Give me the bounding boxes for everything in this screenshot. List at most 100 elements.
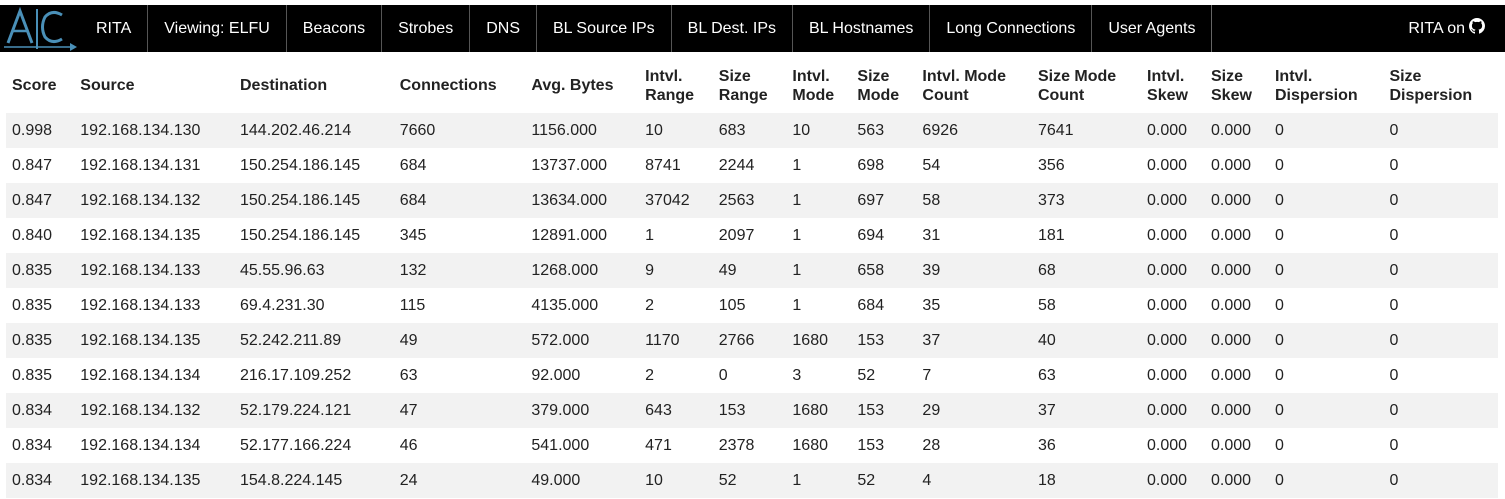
- table-cell: 12891.000: [531, 226, 608, 244]
- table-cell: 52: [857, 471, 876, 489]
- table-row: 0.835 192.168.134.133 45.55.96.63 132 1268.0…: [6, 253, 1498, 288]
- table-cell: 150.254.186.145: [240, 191, 361, 209]
- column-header-label: Avg. Bytes: [531, 77, 614, 94]
- table-cell: 10: [645, 121, 663, 139]
- table-cell: 1680: [792, 331, 828, 349]
- table-cell: 7660: [399, 121, 436, 139]
- nav-item-long-connections[interactable]: Long Connections: [930, 5, 1093, 52]
- column-header-label: Connections: [399, 77, 497, 94]
- table-cell: 0.000: [1211, 191, 1252, 209]
- table-cell: 192.168.134.135: [80, 226, 201, 244]
- table-cell: 7641: [1037, 121, 1074, 139]
- table-cell: 63: [1037, 366, 1056, 384]
- table-cell: 192.168.134.135: [80, 331, 201, 349]
- top-navbar: RITA Viewing: ELFU Beacons Strobes DNS BL Sou…: [0, 5, 1505, 52]
- column-header[interactable]: Score: [6, 58, 74, 113]
- table-cell: 0: [1389, 296, 1399, 314]
- rita-on-label: RITA on: [1408, 19, 1465, 37]
- table-cell: 1: [792, 296, 802, 314]
- table-cell: 52: [718, 471, 737, 489]
- table-cell: 0.000: [1147, 261, 1188, 279]
- table-cell: 45.55.96.63: [240, 261, 325, 279]
- column-header-label: Intvl. Mode: [922, 67, 1006, 85]
- column-header[interactable]: Destination: [234, 58, 394, 113]
- table-cell: 1680: [792, 401, 828, 419]
- table-cell: 24: [399, 471, 418, 489]
- nav-item-bl-hostnames[interactable]: BL Hostnames: [793, 5, 931, 52]
- nav-item-rita[interactable]: RITA: [80, 5, 149, 52]
- nav-item-dns[interactable]: DNS: [470, 5, 537, 52]
- nav-item-viewing-elfu[interactable]: Viewing: ELFU: [148, 5, 287, 52]
- table-cell: 1: [645, 226, 655, 244]
- table-cell: 13737.000: [531, 156, 608, 174]
- column-header[interactable]: Connections: [394, 58, 526, 113]
- table-cell: 471: [645, 436, 672, 454]
- table-cell: 0: [1274, 401, 1284, 419]
- table-cell: 52.242.211.89: [240, 331, 342, 349]
- table-row: 0.834 192.168.134.134 52.177.166.224 46 541.…: [6, 428, 1498, 463]
- nav-item-bl-source-ips[interactable]: BL Source IPs: [537, 5, 672, 52]
- column-header-label: Size: [857, 67, 890, 85]
- column-header[interactable]: Avg. Bytes: [525, 58, 639, 113]
- table-cell: 0.000: [1147, 331, 1188, 349]
- column-header[interactable]: Intvl. Mode: [786, 58, 851, 113]
- column-header[interactable]: Intvl. Skew: [1141, 58, 1205, 113]
- rita-github-link[interactable]: RITA on: [1408, 5, 1505, 52]
- table-cell: 37: [922, 331, 941, 349]
- table-cell: 0.000: [1211, 331, 1252, 349]
- table-cell: 684: [399, 191, 427, 209]
- table-cell: 0.000: [1211, 226, 1252, 244]
- table-cell: 181: [1037, 226, 1065, 244]
- column-header-label: Skew: [1147, 86, 1188, 104]
- table-cell: 0: [1274, 436, 1284, 454]
- column-header[interactable]: Intvl. Mode Count: [916, 58, 1032, 113]
- table-cell: 1156.000: [531, 121, 597, 139]
- table-cell: 144.202.46.214: [240, 121, 352, 139]
- table-cell: 0.000: [1211, 296, 1252, 314]
- column-header-label: Destination: [240, 77, 328, 94]
- table-cell: 658: [857, 261, 885, 279]
- table-header-row: Score Source Destination Connections Avg. By…: [6, 58, 1498, 113]
- table-cell: 192.168.134.135: [80, 471, 201, 489]
- table-cell: 0: [1389, 331, 1399, 349]
- nav-item-user-agents[interactable]: User Agents: [1092, 5, 1213, 52]
- column-header-label: Size: [718, 67, 751, 85]
- table-row: 0.835 192.168.134.135 52.242.211.89 49 572.0…: [6, 323, 1498, 358]
- table-cell: 49: [718, 261, 737, 279]
- table-cell: 563: [857, 121, 885, 139]
- nav-item-beacons[interactable]: Beacons: [287, 5, 383, 52]
- table-cell: 541.000: [531, 436, 590, 454]
- table-cell: 356: [1037, 156, 1065, 174]
- table-cell: 4135.000: [531, 296, 599, 314]
- table-cell: 35: [922, 296, 941, 314]
- column-header[interactable]: Source: [74, 58, 234, 113]
- table-cell: 154.8.224.145: [240, 471, 343, 489]
- column-header[interactable]: Intvl. Range: [639, 58, 713, 113]
- table-row: 0.834 192.168.134.132 52.179.224.121 47 379.…: [6, 393, 1498, 428]
- column-header[interactable]: Size Dispersion: [1383, 58, 1498, 113]
- column-header[interactable]: Size Mode Count: [1032, 58, 1141, 113]
- column-header-label: Mode: [857, 86, 900, 104]
- table-cell: 698: [857, 156, 885, 174]
- column-header-label: Intvl.: [1274, 67, 1313, 85]
- column-header[interactable]: Size Mode: [851, 58, 916, 113]
- column-header[interactable]: Size Skew: [1205, 58, 1269, 113]
- table-cell: 2: [645, 296, 655, 314]
- column-header[interactable]: Intvl. Dispersion: [1269, 58, 1383, 113]
- ac-logo[interactable]: [0, 5, 80, 52]
- nav-item-bl-dest-ips[interactable]: BL Dest. IPs: [672, 5, 793, 52]
- table-cell: 8741: [645, 156, 681, 174]
- table-cell: 216.17.109.252: [240, 366, 352, 384]
- table-cell: 0.835: [12, 331, 53, 349]
- column-header-label: Score: [12, 77, 57, 94]
- column-header[interactable]: Size Range: [713, 58, 787, 113]
- table-cell: 1: [792, 226, 802, 244]
- table-cell: 37042: [645, 191, 690, 209]
- table-cell: 192.168.134.132: [80, 401, 201, 419]
- table-cell: 150.254.186.145: [240, 226, 361, 244]
- table-cell: 684: [399, 156, 427, 174]
- table-cell: 694: [857, 226, 885, 244]
- table-cell: 132: [399, 261, 427, 279]
- nav-item-strobes[interactable]: Strobes: [382, 5, 471, 52]
- table-cell: 0: [1389, 121, 1399, 139]
